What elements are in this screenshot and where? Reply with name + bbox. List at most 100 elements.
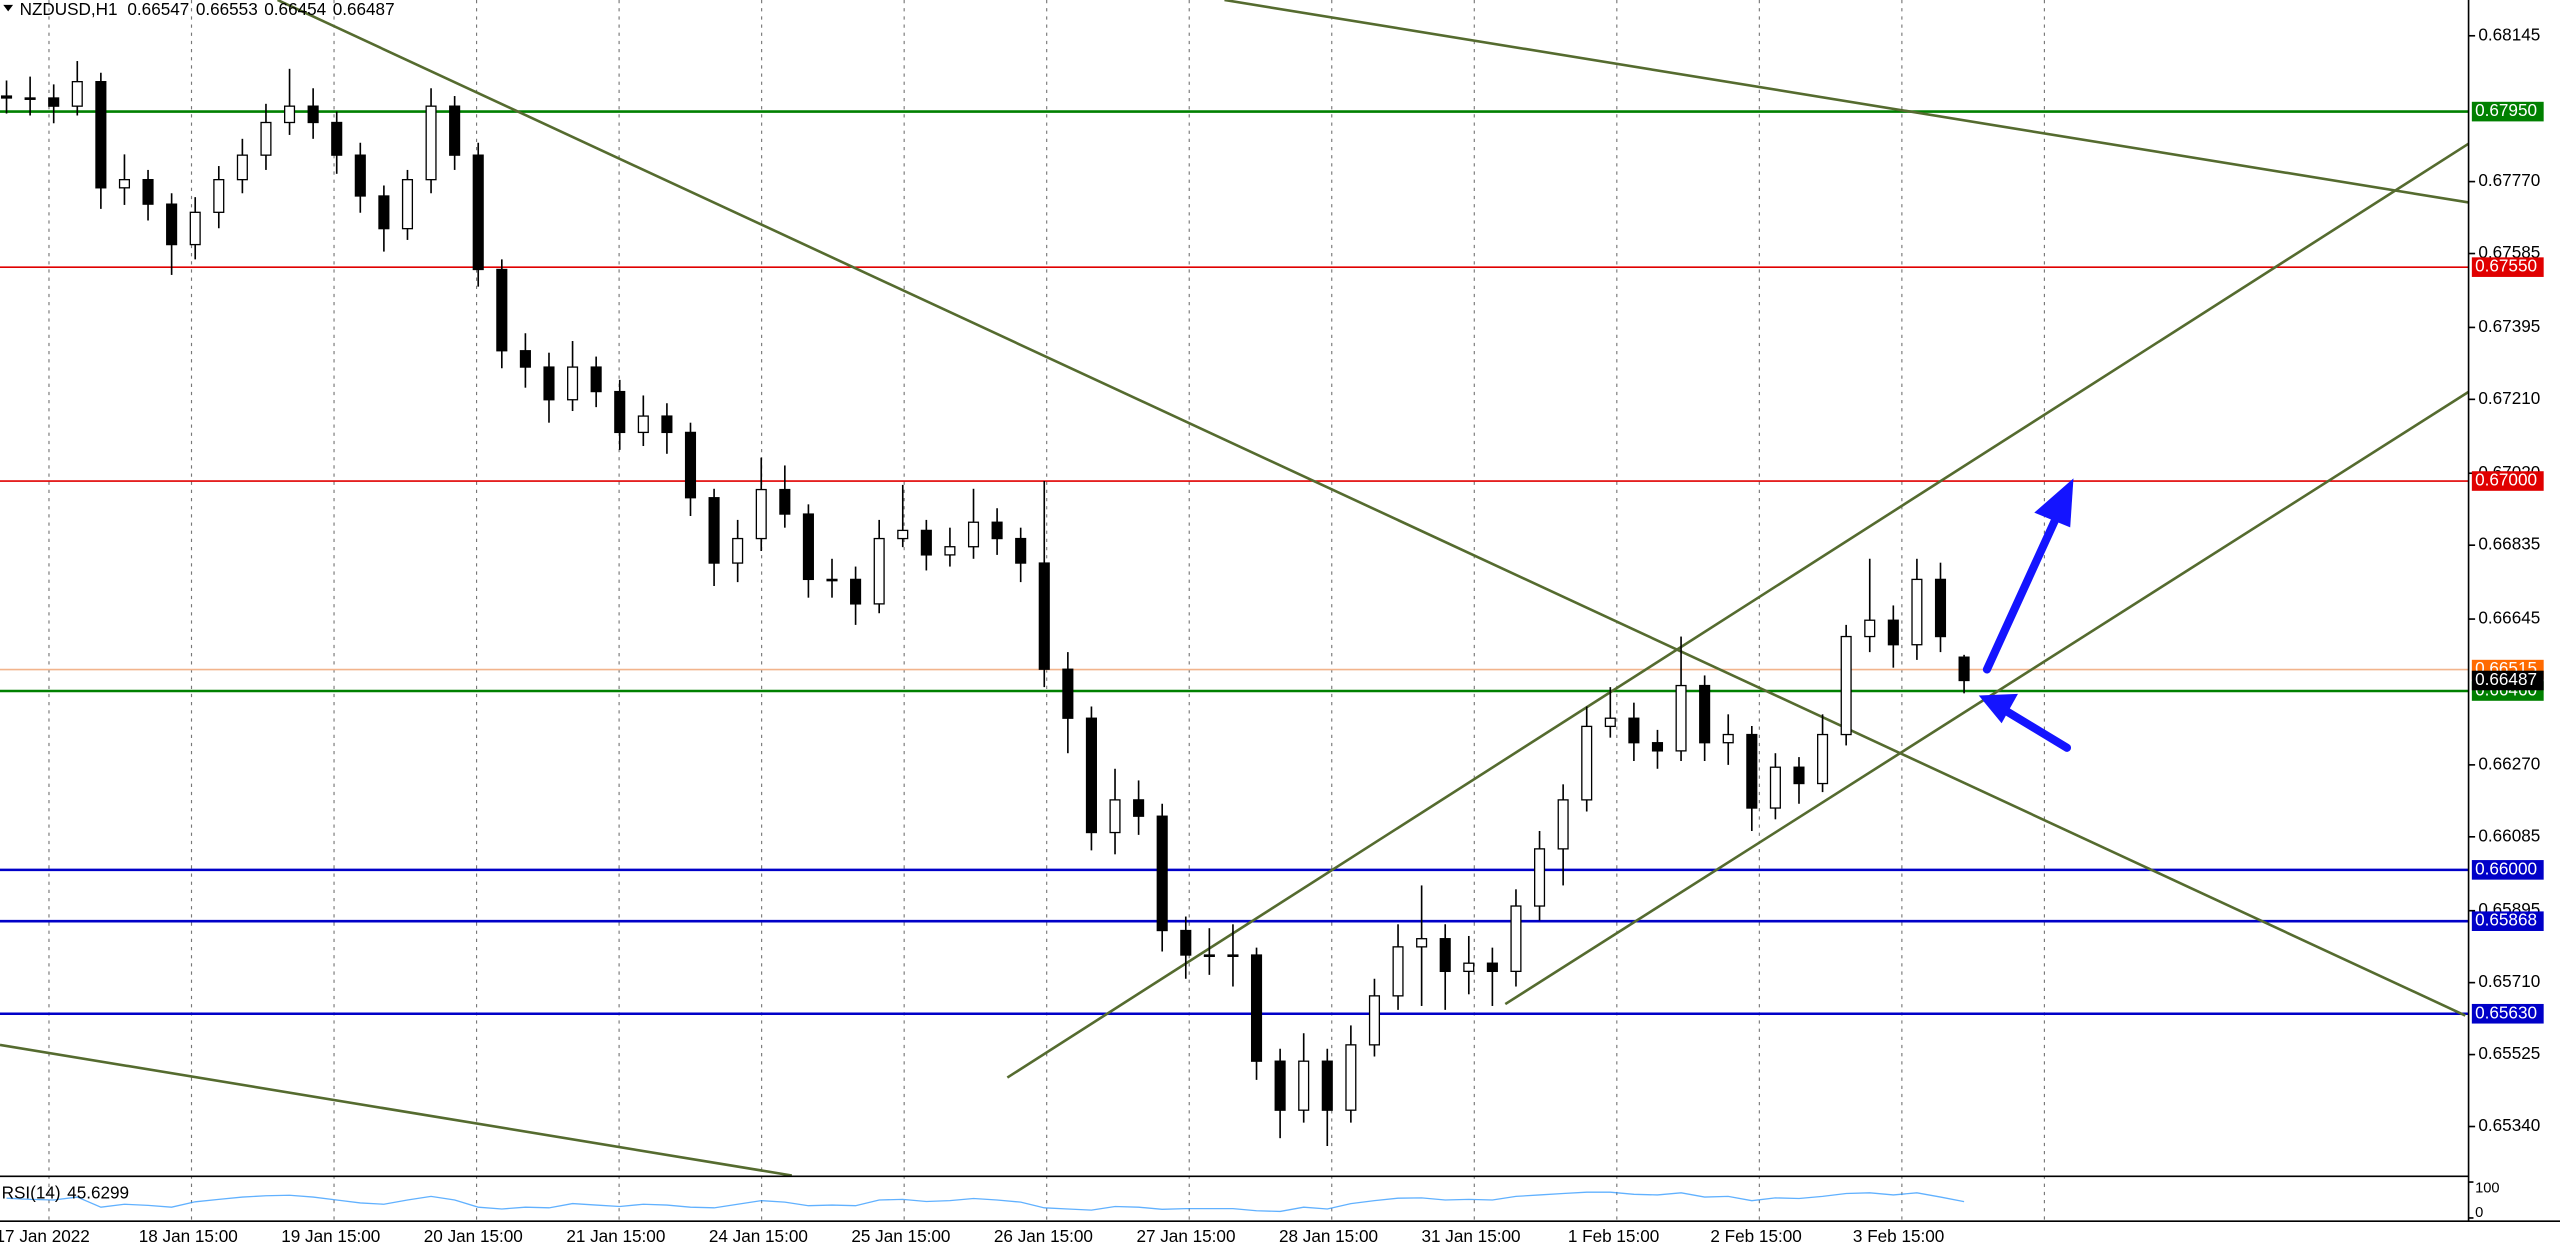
candle-body [283,105,296,124]
candle-body [590,366,602,393]
candle-body [401,178,414,230]
candle-body [331,121,343,156]
level-label: 0.65868 [2475,910,2537,930]
candle-body [1156,815,1168,932]
trend-lines [0,0,2470,1177]
open: 0.66547 [127,0,189,18]
y-tick-label: 0.67585 [2478,242,2540,262]
candle-body [189,211,201,246]
candle-body [0,95,13,99]
candle-body [897,529,909,540]
candle-body [1675,684,1687,752]
candle-body [1015,537,1027,564]
candle-body [213,178,225,213]
chart-header: NZDUSD,H1 0.66547 0.66553 0.66454 0.66487 [20,0,395,18]
candle-body [166,203,178,246]
candle-body [1887,619,1899,646]
candle-body [24,97,36,100]
candle-body [920,529,932,556]
y-tick-label: 0.67210 [2478,388,2540,408]
candle-body [1250,954,1263,1062]
arrow-up [1982,515,2060,674]
x-tick-label: 2 Feb 15:00 [1710,1226,1801,1246]
y-tick-label: 0.67770 [2478,170,2540,190]
candle-body [873,537,885,605]
candle-body [779,488,791,515]
y-tick-label: 0.66270 [2478,753,2540,773]
level-label-box [2471,1003,2544,1024]
candle-body [850,578,862,605]
trend-line [1006,142,2470,1079]
arrow-left [2000,706,2072,752]
candle-body [1109,799,1121,834]
rsi-tick-label: 100 [2475,1180,2500,1196]
candle-body [1298,1060,1310,1111]
price-label: 0.66487 [2475,669,2537,689]
rsi-tick-label: 0 [2475,1205,2483,1221]
candle-body [1746,733,1758,809]
candle-body [1345,1044,1357,1111]
candle-body [1463,962,1475,973]
candle-body [755,488,767,540]
rsi-header: RSI(14) 45.6299 [2,1182,129,1202]
trend-line [0,1043,793,1177]
candle-body [142,178,154,205]
symbol: NZDUSD,H1 [20,0,118,18]
candle-body [567,366,579,401]
level-label-box [2471,471,2544,491]
candle-body [614,390,626,434]
candle-body [637,415,649,434]
candle-body [732,537,744,564]
x-tick-label: 1 Feb 15:00 [1568,1226,1659,1246]
candle-body [1817,733,1829,785]
candle-body [944,546,956,556]
candle-body [1557,799,1569,850]
level-label-box [2471,860,2544,880]
candle-body [1934,578,1947,638]
arrow-head [1978,693,2018,724]
high: 0.66553 [196,0,258,18]
candle-body [661,415,673,434]
arrow-head [2034,478,2074,528]
x-tick-label: 18 Jan 15:00 [139,1226,238,1246]
candle-body [95,81,107,189]
close: 0.66487 [333,0,395,18]
y-tick-label: 0.66085 [2478,825,2540,845]
price-axis: 0.68145 0.67770 0.67585 0.67395 0.67210 0.670… [2468,24,2544,1135]
candle-body [1628,717,1640,744]
y-tick-label: 0.65710 [2478,971,2540,991]
low: 0.66454 [264,0,326,18]
level-label: 0.67550 [2475,256,2537,276]
candle-body [354,154,366,197]
candle-body [1321,1060,1333,1111]
candle-body [1864,619,1876,638]
x-tick-label: 17 Jan 2022 [0,1226,90,1246]
candle-body [1038,562,1050,670]
candle-body [684,431,697,499]
candle-body [1699,684,1711,744]
level-label-box [2471,101,2544,122]
candle-body [260,121,272,156]
candle-body [307,105,319,124]
candle-body [1486,962,1498,973]
candle-body [1180,929,1192,956]
candle-body [991,521,1003,540]
x-tick-label: 24 Jan 15:00 [709,1226,808,1246]
candle-body [472,154,484,271]
candle-body [1510,905,1522,973]
x-tick-label: 3 Feb 15:00 [1853,1226,1944,1246]
candle-body [1604,717,1616,728]
candle-body [1274,1060,1286,1111]
candle-body [1439,938,1451,973]
candle-body [425,105,437,181]
level-label: 0.67000 [2475,470,2537,490]
y-tick-label: 0.66835 [2478,534,2540,554]
candle-body [118,178,131,189]
level-label-box [2471,911,2544,931]
x-tick-label: 19 Jan 15:00 [281,1226,380,1246]
y-tick-label: 0.68145 [2478,24,2540,44]
x-tick-label: 20 Jan 15:00 [424,1226,523,1246]
candle-body [1062,668,1074,719]
